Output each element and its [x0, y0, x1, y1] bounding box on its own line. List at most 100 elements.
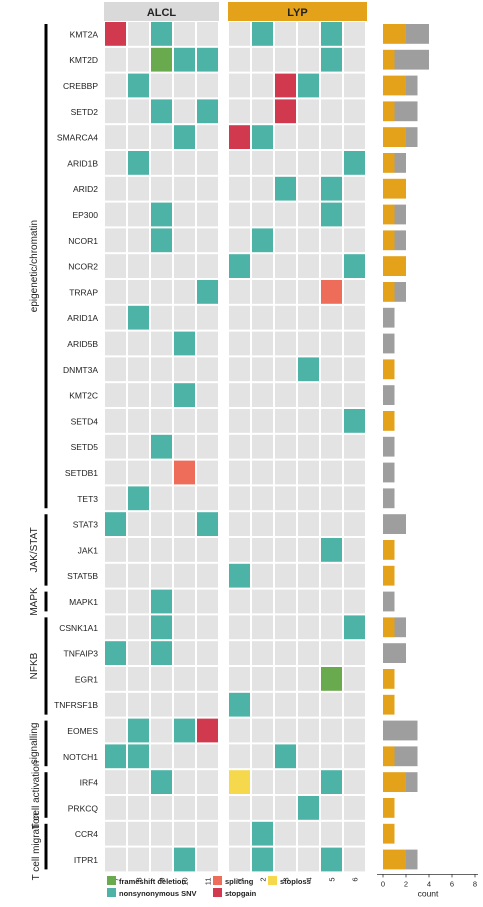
cell-empty — [275, 383, 296, 407]
cell-nonsynonymous-snv — [321, 538, 342, 562]
cell-empty — [229, 383, 250, 407]
cell-empty — [344, 538, 365, 562]
cell-empty — [105, 254, 126, 278]
cell-empty — [275, 434, 296, 459]
cell-empty — [344, 460, 365, 485]
cell-empty — [128, 99, 149, 124]
cell-nonsynonymous-snv — [229, 563, 250, 588]
cell-empty — [197, 331, 218, 356]
gene-label: KMT2D — [69, 55, 98, 65]
cell-empty — [344, 357, 365, 382]
gene-label: PRKCQ — [68, 803, 99, 813]
legend-label-splicing: splicing — [225, 877, 254, 886]
cell-empty — [252, 460, 273, 485]
gene-label: ARID1A — [67, 313, 98, 323]
cell-empty — [275, 512, 296, 536]
cell-empty — [321, 409, 342, 433]
cell-empty — [174, 22, 195, 46]
panel-bg-lyp — [228, 21, 367, 873]
gene-label: STAT5B — [67, 571, 98, 581]
cell-empty — [229, 176, 250, 201]
cell-empty — [275, 796, 296, 820]
cell-empty — [128, 254, 149, 278]
group-label-signalling: signalling — [29, 723, 40, 765]
cell-nonsynonymous-snv — [105, 744, 126, 769]
cell-empty — [252, 589, 273, 614]
cell-empty — [197, 667, 218, 691]
cell-empty — [275, 125, 296, 149]
group-label-mapk: MAPK — [29, 587, 40, 616]
count-tick-label: 2 — [404, 879, 408, 888]
cell-empty — [151, 151, 172, 175]
cell-empty — [197, 202, 218, 227]
cell-empty — [321, 692, 342, 717]
cell-empty — [275, 331, 296, 356]
cell-empty — [105, 667, 126, 691]
count-bar-lyp — [383, 411, 395, 431]
count-bar-alcl — [383, 488, 395, 509]
cell-empty — [321, 615, 342, 640]
cell-empty — [174, 357, 195, 382]
count-bar-alcl — [406, 772, 418, 792]
cell-empty — [298, 331, 319, 356]
count-bar-alcl — [394, 230, 406, 251]
cell-empty — [229, 641, 250, 665]
cell-empty — [128, 176, 149, 201]
count-bar-lyp — [383, 849, 406, 870]
cell-nonsynonymous-snv — [321, 770, 342, 794]
cell-empty — [298, 744, 319, 769]
cell-empty — [197, 796, 218, 820]
count-tick-label: 6 — [450, 879, 454, 888]
gene-label: NCOR1 — [68, 236, 98, 246]
cell-nonsynonymous-snv — [344, 254, 365, 278]
panel-headers: ALCL LYP — [104, 2, 367, 21]
cell-empty — [344, 383, 365, 407]
cell-empty — [298, 512, 319, 536]
cell-empty — [344, 796, 365, 820]
cell-empty — [151, 305, 172, 330]
cell-nonsynonymous-snv — [151, 22, 172, 46]
gene-group-brackets: epigenetic/chromatin JAK/STAT MAPK NFKB sign… — [29, 24, 48, 880]
cell-stopgain — [275, 73, 296, 98]
cell-empty — [252, 563, 273, 588]
cell-empty — [197, 151, 218, 175]
cell-empty — [298, 125, 319, 149]
count-bar-lyp — [383, 772, 406, 792]
cell-empty — [197, 383, 218, 407]
cell-empty — [252, 151, 273, 175]
cell-stoploss — [229, 770, 250, 794]
cell-nonsynonymous-snv — [128, 305, 149, 330]
cell-nonsynonymous-snv — [321, 176, 342, 201]
gene-label: CCR4 — [75, 829, 98, 839]
cell-empty — [229, 718, 250, 743]
cell-empty — [128, 383, 149, 407]
cell-empty — [252, 692, 273, 717]
cell-empty — [252, 512, 273, 536]
cell-empty — [275, 667, 296, 691]
cell-empty — [105, 796, 126, 820]
cell-empty — [229, 99, 250, 124]
cell-empty — [105, 305, 126, 330]
cell-empty — [197, 563, 218, 588]
cell-empty — [321, 383, 342, 407]
cell-empty — [229, 409, 250, 433]
cell-empty — [275, 228, 296, 253]
count-bar-alcl — [383, 333, 395, 354]
cell-empty — [151, 73, 172, 98]
cell-empty — [105, 357, 126, 382]
gene-label: SETDB1 — [65, 468, 98, 478]
cell-empty — [252, 744, 273, 769]
cell-empty — [344, 125, 365, 149]
cell-empty — [197, 228, 218, 253]
cell-empty — [105, 563, 126, 588]
panel-header-lyp — [228, 2, 367, 21]
cell-empty — [105, 47, 126, 72]
cell-empty — [275, 254, 296, 278]
gene-label: SMARCA4 — [57, 133, 98, 143]
count-bar-lyp — [383, 694, 395, 715]
cell-empty — [105, 718, 126, 743]
count-bar-lyp — [383, 669, 395, 689]
cell-empty — [252, 280, 273, 304]
count-bar-alcl — [394, 204, 406, 225]
cell-empty — [252, 770, 273, 794]
